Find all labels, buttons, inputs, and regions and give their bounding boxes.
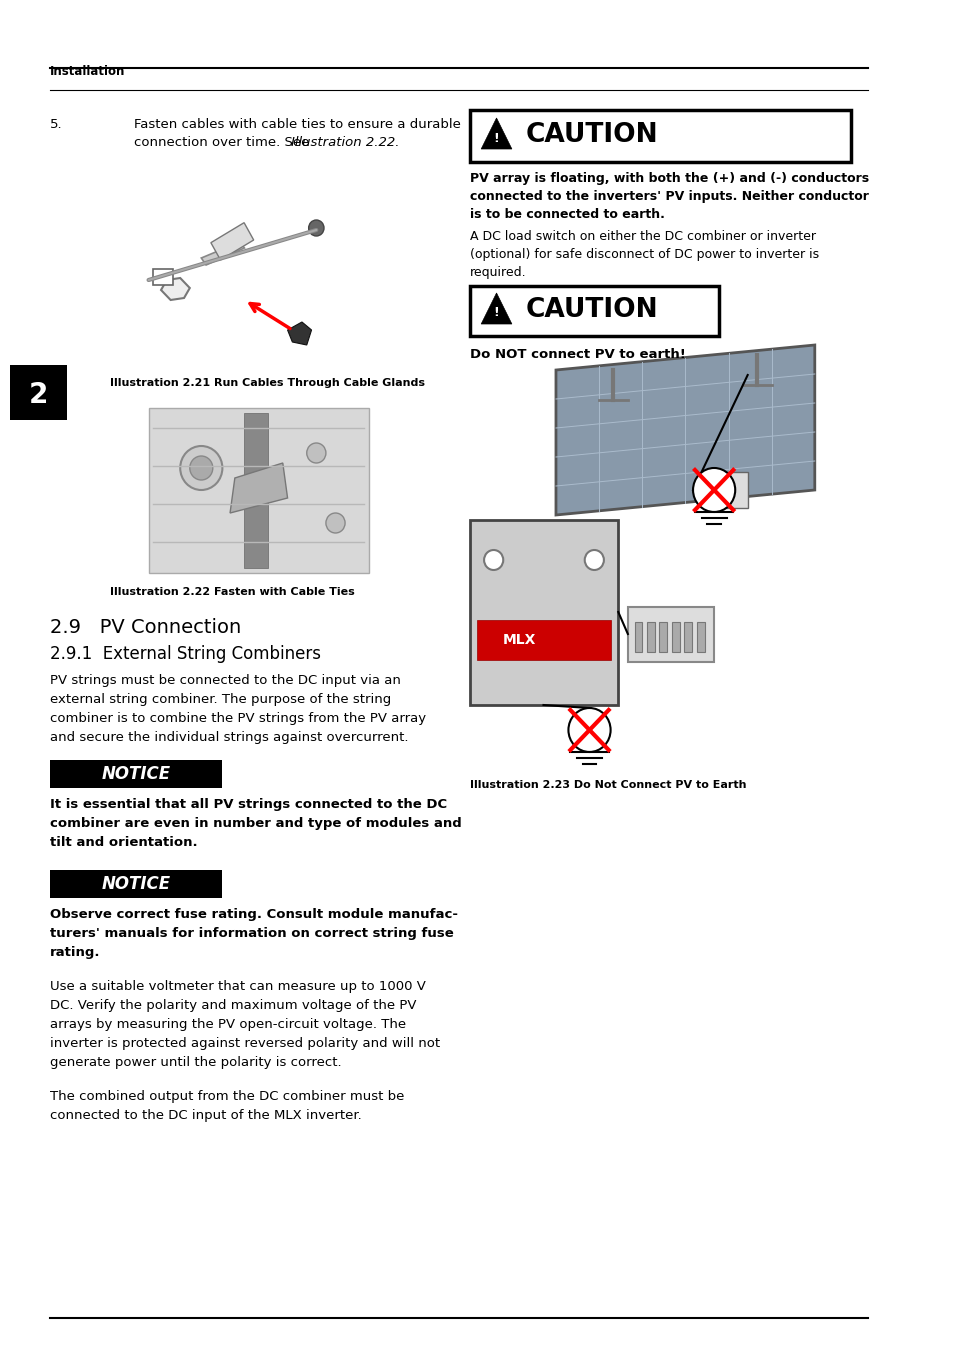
Text: Illustration 2.23 Do Not Connect PV to Earth: Illustration 2.23 Do Not Connect PV to E… xyxy=(469,780,745,790)
Text: Fasten cables with cable ties to ensure a durable: Fasten cables with cable ties to ensure … xyxy=(134,117,460,131)
Text: 2: 2 xyxy=(29,381,48,409)
Bar xyxy=(627,608,714,662)
Circle shape xyxy=(190,456,213,481)
Text: NOTICE: NOTICE xyxy=(101,765,171,783)
Bar xyxy=(696,622,704,652)
Polygon shape xyxy=(230,463,287,513)
Bar xyxy=(646,622,654,652)
Bar xyxy=(719,472,747,508)
Bar xyxy=(50,760,222,788)
Polygon shape xyxy=(480,117,512,148)
Bar xyxy=(476,620,610,660)
Text: A DC load switch on either the DC combiner or inverter
(optional) for safe disco: A DC load switch on either the DC combin… xyxy=(469,230,818,279)
Text: 2.9   PV Connection: 2.9 PV Connection xyxy=(50,618,241,637)
Circle shape xyxy=(584,549,603,570)
Bar xyxy=(244,413,268,568)
Text: connection over time. See: connection over time. See xyxy=(134,136,314,148)
Text: !: ! xyxy=(493,131,498,144)
Text: Illustration 2.21 Run Cables Through Cable Glands: Illustration 2.21 Run Cables Through Cab… xyxy=(111,378,425,387)
Polygon shape xyxy=(201,242,244,265)
Bar xyxy=(469,286,719,336)
Polygon shape xyxy=(287,323,312,346)
Polygon shape xyxy=(161,278,190,300)
Text: It is essential that all PV strings connected to the DC
combiner are even in num: It is essential that all PV strings conn… xyxy=(50,798,461,849)
Text: NOTICE: NOTICE xyxy=(101,875,171,892)
Circle shape xyxy=(180,446,222,490)
Bar xyxy=(50,869,222,898)
Bar xyxy=(153,269,172,285)
Text: Use a suitable voltmeter that can measure up to 1000 V
DC. Verify the polarity a: Use a suitable voltmeter that can measur… xyxy=(50,980,439,1069)
Text: !: ! xyxy=(493,306,498,320)
Text: Observe correct fuse rating. Consult module manufac-
turers' manuals for informa: Observe correct fuse rating. Consult mod… xyxy=(50,909,457,958)
Bar xyxy=(10,364,67,420)
Text: The combined output from the DC combiner must be
connected to the DC input of th: The combined output from the DC combiner… xyxy=(50,1089,404,1122)
Text: CAUTION: CAUTION xyxy=(525,297,658,323)
Text: CAUTION: CAUTION xyxy=(525,122,658,148)
Text: MLX: MLX xyxy=(503,633,536,647)
Circle shape xyxy=(568,707,610,752)
Text: Do NOT connect PV to earth!: Do NOT connect PV to earth! xyxy=(469,348,685,360)
Circle shape xyxy=(692,468,735,512)
Polygon shape xyxy=(480,293,512,324)
Bar xyxy=(469,520,618,705)
Circle shape xyxy=(483,549,503,570)
Text: 5.: 5. xyxy=(50,117,62,131)
Text: PV array is floating, with both the (+) and (-) conductors
connected to the inve: PV array is floating, with both the (+) … xyxy=(469,171,868,221)
Bar xyxy=(149,408,369,572)
Bar xyxy=(469,109,850,162)
Bar xyxy=(211,223,253,261)
Circle shape xyxy=(307,443,326,463)
Text: Illustration 2.22.: Illustration 2.22. xyxy=(291,136,399,148)
Polygon shape xyxy=(556,346,814,514)
Circle shape xyxy=(309,220,324,236)
Text: Illustration 2.22 Fasten with Cable Ties: Illustration 2.22 Fasten with Cable Ties xyxy=(111,587,355,597)
Text: Installation: Installation xyxy=(50,65,125,78)
Bar xyxy=(659,622,666,652)
Circle shape xyxy=(326,513,345,533)
Bar xyxy=(671,622,679,652)
Bar xyxy=(634,622,641,652)
Bar xyxy=(683,622,691,652)
Text: 2.9.1  External String Combiners: 2.9.1 External String Combiners xyxy=(50,645,320,663)
Text: PV strings must be connected to the DC input via an
external string combiner. Th: PV strings must be connected to the DC i… xyxy=(50,674,426,744)
